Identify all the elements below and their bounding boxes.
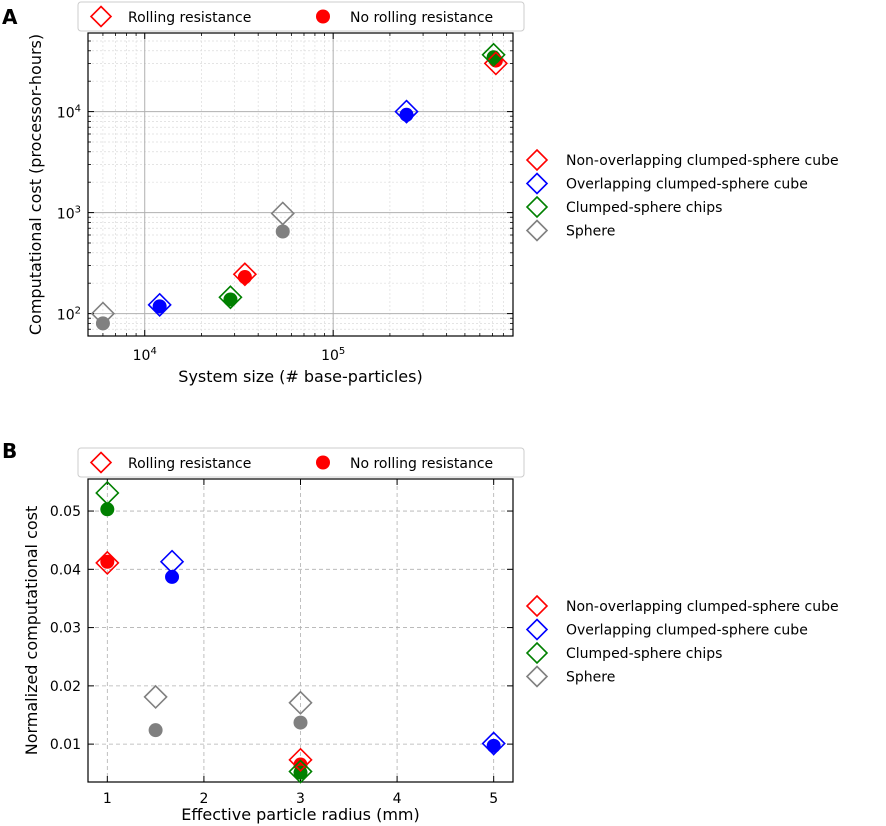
data-point-no-rolling	[100, 554, 115, 569]
legend-diamond-icon	[525, 195, 549, 219]
y-tick-label: 0.02	[50, 679, 81, 695]
y-tick-label: 104	[57, 104, 81, 122]
x-axis-label: System size (# base-particles)	[178, 367, 422, 386]
data-point-rolling	[90, 301, 116, 326]
x-tick-label: 105	[321, 346, 345, 364]
x-tick-base: 10	[321, 348, 339, 364]
x-tick-label: 4	[393, 791, 402, 807]
data-point-rolling	[232, 262, 258, 287]
legend-diamond-icon	[525, 219, 549, 242]
legend-circle-icon	[316, 9, 330, 24]
legend-label-no-rolling: No rolling resistance	[350, 456, 493, 472]
data-point-no-rolling	[223, 292, 238, 307]
data-point-rolling	[147, 292, 172, 318]
data-point-no-rolling	[165, 569, 180, 584]
panel-label-b: B	[2, 439, 17, 463]
data-point-no-rolling	[293, 715, 308, 730]
y-tick-base: 10	[57, 207, 75, 223]
data-point-no-rolling	[237, 270, 252, 285]
x-axis-label: Effective particle radius (mm)	[181, 805, 420, 824]
y-axis-label: Computational cost (processor-hours)	[26, 34, 45, 335]
legend-diamond-icon	[525, 148, 549, 172]
data-point-no-rolling	[100, 502, 115, 517]
panel-b: B 1 2 3 4 5 0.01 0.02 0.03 0.04 0.05 Effective par…	[2, 439, 839, 824]
y-tick-exponent: 4	[75, 104, 81, 115]
data-point-no-rolling	[486, 738, 501, 753]
plot-area	[88, 33, 513, 336]
legend-diamond-icon	[525, 594, 549, 618]
x-tick-base: 10	[133, 348, 151, 364]
legend-label-category: Non-overlapping clumped-sphere cube	[566, 153, 839, 169]
data-point-rolling	[143, 684, 168, 710]
marker-legend	[77, 447, 525, 478]
legend-label-category: Sphere	[566, 670, 615, 686]
data-point-rolling	[394, 99, 419, 124]
y-tick-label: 0.03	[50, 621, 81, 637]
marker-legend	[77, 1, 525, 32]
x-tick-label: 104	[133, 346, 157, 364]
y-tick-base: 10	[57, 106, 75, 122]
data-point-no-rolling	[486, 50, 501, 65]
legend-label-category: Overlapping clumped-sphere cube	[566, 177, 808, 193]
data-point-no-rolling	[275, 224, 290, 239]
data-point-rolling	[218, 285, 243, 310]
data-point-no-rolling	[152, 299, 167, 314]
legend-label-category: Non-overlapping clumped-sphere cube	[566, 599, 839, 615]
legend-diamond-icon	[89, 451, 113, 474]
x-tick-label: 1	[103, 791, 112, 807]
data-point-rolling	[288, 690, 313, 715]
data-point-rolling	[270, 201, 295, 226]
legend-label-rolling: Rolling resistance	[128, 456, 251, 472]
y-tick-label: 0.04	[50, 562, 81, 578]
y-tick-label: 0.01	[50, 737, 81, 753]
y-tick-label: 102	[57, 306, 81, 324]
legend-label-category: Clumped-sphere chips	[566, 200, 722, 216]
data-point-rolling	[481, 42, 506, 67]
x-tick-exponent: 5	[339, 346, 345, 357]
data-point-rolling	[95, 550, 120, 576]
x-tick-label: 5	[489, 791, 498, 807]
plot-frame	[87, 32, 514, 337]
data-point-no-rolling	[148, 723, 163, 738]
x-tick-label: 3	[296, 791, 305, 807]
legend-diamond-icon	[525, 665, 549, 688]
data-point-no-rolling	[399, 107, 414, 122]
legend-diamond-icon	[525, 618, 549, 641]
data-point-rolling	[95, 480, 120, 506]
panel-label-a: A	[2, 5, 18, 29]
legend-label-category: Overlapping clumped-sphere cube	[566, 623, 808, 639]
x-tick-exponent: 4	[150, 346, 156, 357]
y-tick-exponent: 3	[75, 205, 81, 216]
data-point-rolling	[288, 747, 313, 772]
legend-label-no-rolling: No rolling resistance	[350, 10, 493, 26]
legend-diamond-icon	[525, 641, 549, 665]
legend-label-rolling: Rolling resistance	[128, 10, 251, 26]
y-tick-exponent: 2	[75, 306, 81, 317]
data-point-rolling	[288, 759, 313, 784]
legend-label-category: Clumped-sphere chips	[566, 646, 722, 662]
legend-diamond-icon	[525, 172, 549, 195]
data-point-no-rolling	[293, 765, 308, 780]
data-point-rolling	[159, 549, 185, 574]
y-tick-label: 103	[57, 205, 81, 223]
data-point-no-rolling	[95, 316, 110, 331]
legend-diamond-icon	[89, 5, 113, 28]
legend-label-category: Sphere	[566, 224, 615, 240]
data-point-rolling	[481, 731, 506, 756]
y-axis-label: Normalized computational cost	[22, 506, 41, 756]
legend-circle-icon	[316, 455, 330, 470]
y-tick-base: 10	[57, 308, 75, 324]
x-tick-label: 2	[199, 791, 208, 807]
y-tick-label: 0.05	[50, 504, 81, 520]
